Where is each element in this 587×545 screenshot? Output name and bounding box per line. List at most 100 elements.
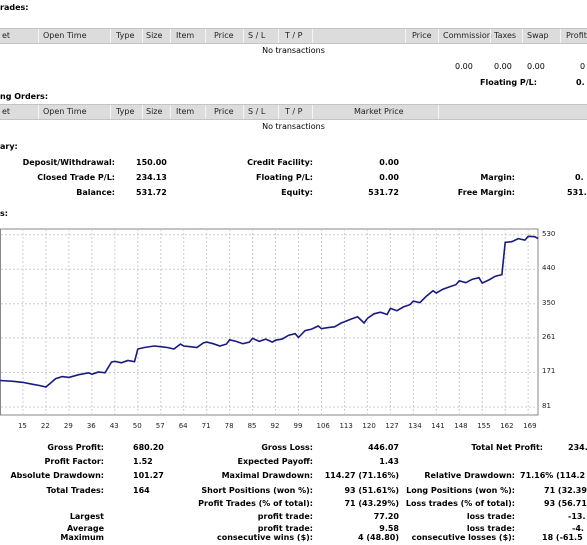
closed-trades-title: rades:: [0, 3, 29, 12]
x-tick-label: 85: [247, 422, 257, 430]
x-tick-label: 29: [63, 422, 73, 430]
average-loss-label: loss trade:: [466, 524, 515, 533]
net-profit-label: Total Net Profit:: [471, 443, 543, 452]
col-tp: T / P: [285, 107, 303, 116]
col-taxes: Taxes: [494, 31, 517, 40]
credit-value: 0.00: [379, 158, 399, 167]
absolute-drawdown-label: Absolute Drawdown:: [10, 471, 104, 480]
deposit-value: 150.00: [136, 158, 167, 167]
col-close-price: Price: [412, 31, 432, 40]
equity-value: 531.72: [368, 188, 399, 197]
col-ticket: et: [2, 31, 11, 40]
x-tick-label: 99: [293, 422, 303, 430]
x-tick-label: 71: [201, 422, 211, 430]
average-loss-value: -4.: [572, 524, 584, 533]
col-size: Size: [146, 107, 163, 116]
x-tick-label: 106: [316, 422, 330, 430]
col-commission: Commission: [443, 31, 492, 40]
balance-label: Balance:: [76, 188, 115, 197]
margin-label: Margin:: [480, 173, 515, 182]
balance-series-line: [0, 235, 539, 388]
y-tick-label: 530: [542, 229, 556, 238]
floating-pl-value: 0.: [576, 78, 585, 87]
x-tick-label: 127: [385, 422, 399, 430]
largest-label: Largest: [69, 512, 104, 521]
working-no-transactions: No transactions: [262, 122, 325, 131]
col-market-price: Market Price: [354, 107, 404, 116]
absolute-drawdown-value: 101.27: [133, 471, 164, 480]
loss-trades-value: 93 (56.71: [544, 499, 587, 508]
x-tick-label: 134: [408, 422, 422, 430]
max-consecutive-losses-label: consecutive losses ($):: [411, 533, 515, 542]
x-tick-label: 15: [17, 422, 27, 430]
expected-payoff-label: Expected Payoff:: [237, 457, 313, 466]
col-item: Item: [176, 31, 195, 40]
net-profit-value: 234.: [568, 443, 587, 452]
col-swap: Swap: [527, 31, 549, 40]
col-tp: T / P: [285, 31, 303, 40]
profit-factor-value: 1.52: [133, 457, 153, 466]
profit-trades-label: Profit Trades (% of total):: [198, 499, 313, 508]
max-consecutive-wins-value: 4 (48.80): [358, 533, 399, 542]
largest-loss-value: -13.: [568, 512, 586, 521]
floating-pl-label: Floating P/L:: [480, 78, 537, 87]
expected-payoff-value: 1.43: [379, 457, 399, 466]
col-size: Size: [146, 31, 163, 40]
equity-label: Equity:: [281, 188, 313, 197]
working-orders-header: et Open Time Type Size Item Price S / L …: [0, 104, 587, 120]
average-profit-label: profit trade:: [257, 524, 313, 533]
maximum-label: Maximum: [60, 533, 104, 542]
col-sl: S / L: [248, 31, 266, 40]
short-positions-label: Short Positions (won %):: [201, 486, 313, 495]
average-label: Average: [66, 524, 104, 533]
gross-loss-label: Gross Loss:: [261, 443, 313, 452]
working-orders-title: ng Orders:: [0, 92, 49, 101]
closed-pl-value: 234.13: [136, 173, 167, 182]
profit-total: 0: [580, 62, 586, 71]
x-tick-label: 120: [362, 422, 376, 430]
commission-total: 0.00: [455, 62, 473, 71]
graph-title: s:: [0, 209, 8, 218]
long-positions-value: 71 (32.39: [544, 486, 587, 495]
x-tick-label: 169: [523, 422, 537, 430]
x-tick-label: 148: [454, 422, 468, 430]
y-tick-label: 350: [542, 298, 556, 307]
free-margin-value: 531.: [567, 188, 587, 197]
maximal-drawdown-value: 114.27 (71.16%): [324, 471, 399, 480]
summary-title: ary:: [0, 142, 18, 151]
gross-loss-value: 446.07: [368, 443, 399, 452]
x-tick-label: 155: [477, 422, 491, 430]
col-item: Item: [176, 107, 195, 116]
swap-total: 0.00: [527, 62, 545, 71]
x-tick-label: 113: [339, 422, 353, 430]
average-profit-value: 9.58: [379, 524, 399, 533]
short-positions-value: 93 (51.61%): [344, 486, 399, 495]
x-tick-label: 92: [270, 422, 280, 430]
col-open-time: Open Time: [43, 107, 87, 116]
loss-trades-label: Loss trades (% of total):: [405, 499, 515, 508]
col-price: Price: [214, 107, 234, 116]
y-tick-label: 440: [542, 264, 556, 273]
col-price: Price: [214, 31, 234, 40]
x-tick-label: 22: [40, 422, 50, 430]
largest-profit-label: profit trade:: [257, 512, 313, 521]
total-trades-value: 164: [133, 486, 150, 495]
summary-floating-value: 0.00: [379, 173, 399, 182]
balance-value: 531.72: [136, 188, 167, 197]
x-tick-label: 78: [224, 422, 234, 430]
x-tick-label: 43: [109, 422, 119, 430]
relative-drawdown-value: 71.16% (114.2: [520, 471, 586, 480]
balance-chart: [0, 228, 539, 416]
y-tick-label: 171: [542, 367, 556, 376]
gross-profit-value: 680.20: [133, 443, 164, 452]
maximal-drawdown-label: Maximal Drawdown:: [221, 471, 313, 480]
total-trades-label: Total Trades:: [46, 486, 104, 495]
closed-pl-label: Closed Trade P/L:: [37, 173, 115, 182]
col-type: Type: [116, 31, 135, 40]
x-tick-label: 57: [155, 422, 165, 430]
x-tick-label: 141: [431, 422, 445, 430]
max-consecutive-losses-value: 18 (-61.5: [542, 533, 583, 542]
relative-drawdown-label: Relative Drawdown:: [424, 471, 515, 480]
gross-profit-label: Gross Profit:: [47, 443, 104, 452]
profit-trades-value: 71 (43.29%): [344, 499, 399, 508]
